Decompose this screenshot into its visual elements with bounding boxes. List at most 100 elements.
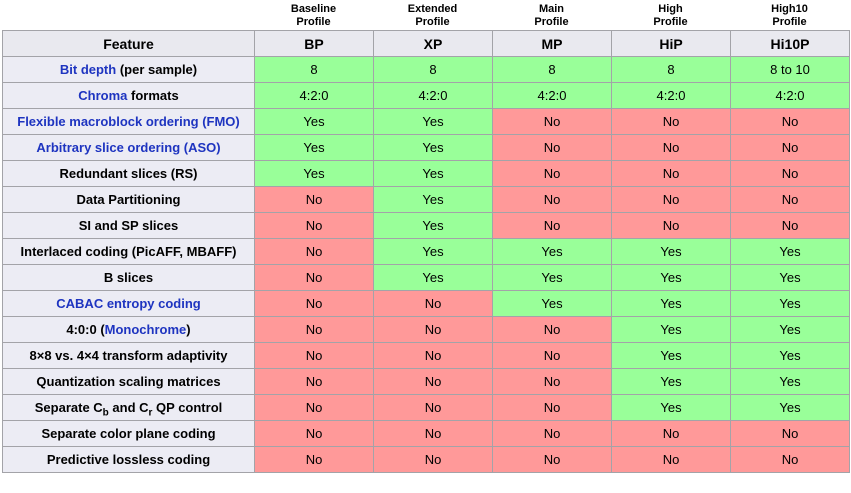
feature-cell: B slices — [2, 264, 255, 291]
table-row: Arbitrary slice ordering (ASO) Yes Yes No No… — [2, 134, 850, 161]
feature-cell: Predictive lossless coding — [2, 446, 255, 473]
value-cell: No — [492, 212, 612, 239]
value-cell: No — [254, 212, 374, 239]
value-cell: 8 — [492, 56, 612, 83]
value-cell: Yes — [611, 368, 731, 395]
value-cell: No — [492, 368, 612, 395]
value-cell: 8 — [254, 56, 374, 83]
column-label-line1: High10 — [771, 3, 808, 15]
value-cell: No — [254, 186, 374, 213]
value-cell: Yes — [492, 238, 612, 265]
value-cell: Yes — [730, 316, 850, 343]
column-label-line2: Profile — [653, 16, 688, 28]
feature-text: Interlaced coding (PicAFF, MBAFF) — [20, 244, 237, 259]
feature-text: Quantization scaling matrices — [36, 374, 221, 389]
value-cell: No — [373, 420, 493, 447]
feature-cell: Redundant slices (RS) — [2, 160, 255, 187]
value-cell: Yes — [611, 316, 731, 343]
value-cell: Yes — [730, 394, 850, 421]
column-label-high10: High10 Profile — [730, 2, 849, 30]
feature-link[interactable]: Bit depth — [59, 62, 117, 77]
feature-text: SI and SP slices — [78, 218, 179, 233]
value-cell: No — [730, 446, 850, 473]
value-cell: No — [611, 134, 731, 161]
value-cell: 4:2:0 — [730, 82, 850, 109]
feature-cell: Flexible macroblock ordering (FMO) — [2, 108, 255, 135]
column-label-line2: Profile — [415, 16, 450, 28]
column-label-line2: Profile — [772, 16, 807, 28]
value-cell: Yes — [373, 186, 493, 213]
value-cell: No — [254, 264, 374, 291]
value-cell: Yes — [254, 108, 374, 135]
value-cell: No — [254, 342, 374, 369]
feature-text: and C — [108, 400, 149, 415]
table-row: Bit depth (per sample) 8 8 8 8 8 to 10 — [2, 56, 850, 83]
value-cell: 8 — [373, 56, 493, 83]
header-cell-feature: Feature — [2, 30, 255, 57]
value-cell: No — [254, 238, 374, 265]
value-cell: No — [611, 108, 731, 135]
header-cell-hi10p: Hi10P — [730, 30, 850, 57]
feature-cell: CABAC entropy coding — [2, 290, 255, 317]
value-cell: No — [492, 108, 612, 135]
value-cell: No — [730, 134, 850, 161]
value-cell: Yes — [730, 342, 850, 369]
feature-text: B slices — [103, 270, 154, 285]
value-cell: Yes — [373, 238, 493, 265]
table-body: Bit depth (per sample) 8 8 8 8 8 to 10 Chroma … — [2, 56, 850, 473]
value-cell: No — [492, 316, 612, 343]
feature-text: formats — [127, 88, 179, 103]
value-cell: No — [254, 368, 374, 395]
feature-text: Predictive lossless coding — [46, 452, 211, 467]
column-label-high: High Profile — [611, 2, 730, 30]
value-cell: No — [492, 186, 612, 213]
table-row: Quantization scaling matrices No No No Yes Ye… — [2, 368, 850, 395]
value-cell: No — [492, 342, 612, 369]
column-labels: Baseline Profile Extended Profile Main P… — [254, 2, 851, 30]
value-cell: Yes — [373, 160, 493, 187]
column-label-main: Main Profile — [492, 2, 611, 30]
value-cell: No — [373, 290, 493, 317]
feature-text: QP control — [152, 400, 223, 415]
value-cell: Yes — [611, 290, 731, 317]
feature-cell: Quantization scaling matrices — [2, 368, 255, 395]
table-row: Separate color plane coding No No No No No — [2, 420, 850, 447]
value-cell: 4:2:0 — [373, 82, 493, 109]
feature-cell: Data Partitioning — [2, 186, 255, 213]
feature-link[interactable]: Monochrome — [104, 322, 187, 337]
feature-cell: Interlaced coding (PicAFF, MBAFF) — [2, 238, 255, 265]
table-row: Chroma formats 4:2:0 4:2:0 4:2:0 4:2:0 4:2:0 — [2, 82, 850, 109]
value-cell: No — [492, 446, 612, 473]
column-label-line2: Profile — [296, 16, 331, 28]
feature-link[interactable]: Chroma — [78, 88, 128, 103]
column-label-baseline: Baseline Profile — [254, 2, 373, 30]
value-cell: No — [611, 420, 731, 447]
value-cell: 4:2:0 — [492, 82, 612, 109]
profile-feature-table: Feature BP XP MP HiP Hi10P Bit depth (pe… — [2, 30, 850, 473]
value-cell: No — [254, 394, 374, 421]
value-cell: No — [373, 446, 493, 473]
feature-text: ) — [186, 322, 191, 337]
value-cell: No — [373, 316, 493, 343]
value-cell: Yes — [730, 238, 850, 265]
table-header-row: Feature BP XP MP HiP Hi10P — [2, 30, 850, 57]
table-row: B slices No Yes Yes Yes Yes — [2, 264, 850, 291]
value-cell: 4:2:0 — [254, 82, 374, 109]
value-cell: No — [611, 446, 731, 473]
feature-text: 8×8 vs. 4×4 transform adaptivity — [29, 348, 228, 363]
value-cell: No — [254, 290, 374, 317]
feature-link[interactable]: Flexible macroblock ordering (FMO) — [17, 114, 240, 129]
feature-cell: Separate Cb and Cr QP control — [2, 394, 255, 421]
value-cell: Yes — [730, 290, 850, 317]
value-cell: Yes — [492, 290, 612, 317]
value-cell: Yes — [611, 238, 731, 265]
value-cell: Yes — [492, 264, 612, 291]
value-cell: Yes — [730, 368, 850, 395]
feature-cell: Bit depth (per sample) — [2, 56, 255, 83]
feature-link[interactable]: Arbitrary slice ordering (ASO) — [36, 140, 221, 155]
column-label-line2: Profile — [534, 16, 569, 28]
value-cell: Yes — [611, 264, 731, 291]
value-cell: Yes — [373, 264, 493, 291]
value-cell: Yes — [373, 212, 493, 239]
feature-link[interactable]: CABAC entropy coding — [56, 296, 201, 311]
